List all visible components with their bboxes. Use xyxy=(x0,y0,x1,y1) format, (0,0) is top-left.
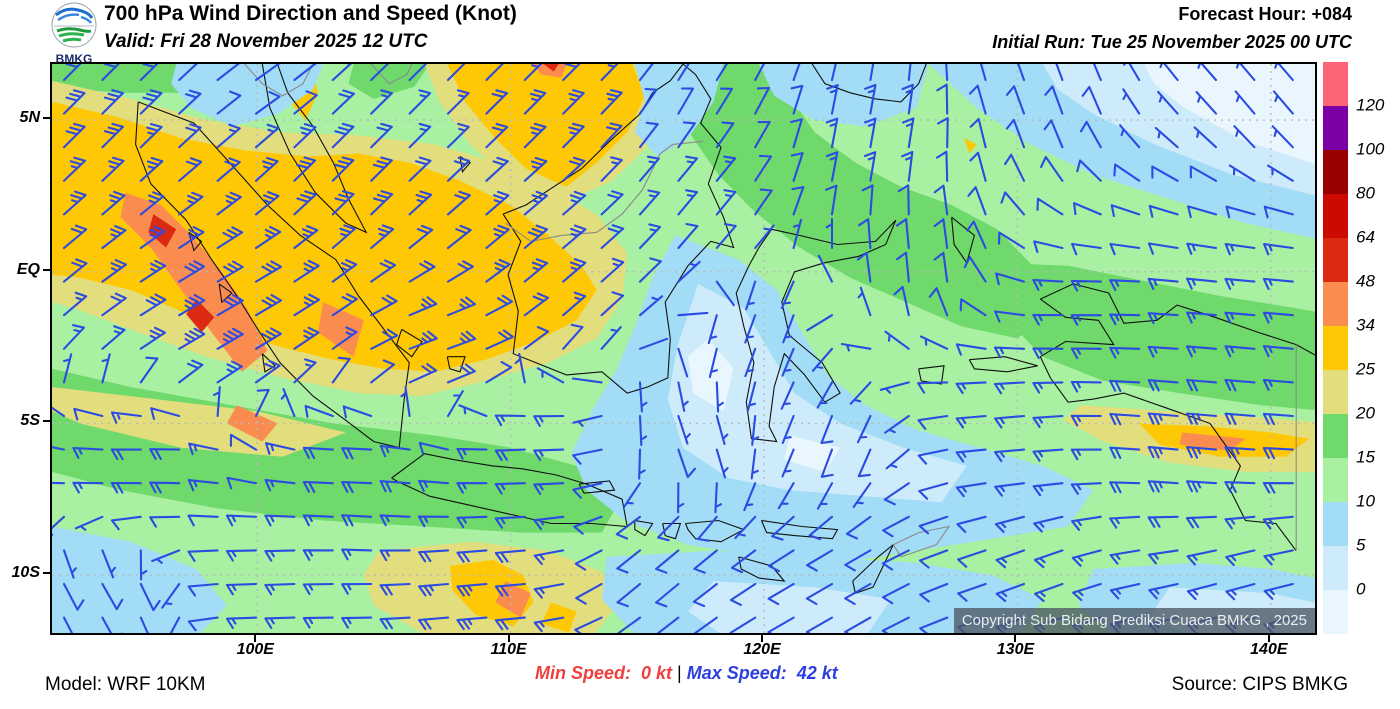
colorbar-block xyxy=(1323,326,1348,370)
lon-tick xyxy=(1014,635,1017,642)
colorbar-label-25: 25 xyxy=(1356,359,1375,379)
colorbar-block xyxy=(1323,282,1348,326)
minmax-separator: | xyxy=(672,663,687,683)
colorbar-label-100: 100 xyxy=(1356,139,1385,159)
lon-label-100E: 100E xyxy=(236,641,274,658)
lon-tick xyxy=(1267,635,1270,642)
lon-tick xyxy=(761,635,764,642)
bmkg-logo: BMKG xyxy=(46,1,102,65)
max-speed-value: 42 kt xyxy=(796,663,838,683)
colorbar-block xyxy=(1323,370,1348,414)
lat-label-5S: 5S xyxy=(20,412,40,430)
lon-label-120E: 120E xyxy=(743,641,781,658)
colorbar-label-80: 80 xyxy=(1356,183,1375,203)
lon-label-110E: 110E xyxy=(490,641,527,658)
lat-label-5N: 5N xyxy=(19,109,40,127)
page-title: 700 hPa Wind Direction and Speed (Knot) xyxy=(104,2,517,25)
forecast-hour-value: +084 xyxy=(1311,4,1352,24)
colorbar-label-20: 20 xyxy=(1356,403,1375,423)
lon-label-140E: 140E xyxy=(1250,641,1288,658)
lon-tick xyxy=(254,635,257,642)
colorbar-block xyxy=(1323,150,1348,194)
lat-label-10S: 10S xyxy=(11,564,40,582)
max-speed-label: Max Speed: xyxy=(686,663,797,683)
lon-label-130E: 130E xyxy=(996,641,1035,658)
colorbar-label-15: 15 xyxy=(1356,447,1375,467)
colorbar-block xyxy=(1323,238,1348,282)
lat-tick xyxy=(43,420,50,423)
lon-tick xyxy=(507,635,510,642)
colorbar-label-0: 0 xyxy=(1356,579,1366,599)
minmax-speed: Min Speed: 0 kt | Max Speed: 42 kt xyxy=(535,663,838,684)
min-speed-value: 0 kt xyxy=(641,663,673,683)
colorbar-label-120: 120 xyxy=(1356,95,1385,115)
colorbar-label-64: 64 xyxy=(1356,227,1375,247)
wind-field-graphic xyxy=(52,64,1315,633)
colorbar-label-48: 48 xyxy=(1356,271,1375,291)
colorbar-label-34: 34 xyxy=(1356,315,1375,335)
min-speed-label: Min Speed: xyxy=(535,663,642,683)
speed-colorbar xyxy=(1323,62,1348,634)
bmkg-logo-icon xyxy=(51,2,97,48)
colorbar-label-10: 10 xyxy=(1356,491,1375,511)
colorbar-block xyxy=(1323,590,1348,634)
lat-label-EQ: EQ xyxy=(16,260,40,278)
colorbar-block xyxy=(1323,194,1348,238)
initial-run: Initial Run: Tue 25 November 2025 00 UTC xyxy=(992,32,1352,52)
source-label: Source: CIPS BMKG xyxy=(1171,674,1348,695)
lat-tick xyxy=(43,572,50,575)
valid-time: Valid: Fri 28 November 2025 12 UTC xyxy=(104,31,428,52)
lat-tick xyxy=(43,268,50,271)
forecast-hour-label: Forecast Hour: xyxy=(1178,4,1312,24)
colorbar-block xyxy=(1323,546,1348,590)
colorbar-label-5: 5 xyxy=(1356,535,1366,555)
model-label: Model: WRF 10KM xyxy=(45,674,206,695)
colorbar-block xyxy=(1323,458,1348,502)
wind-map-canvas: Copyright Sub Bidang Prediksi Cuaca BMKG… xyxy=(50,62,1317,635)
lat-tick xyxy=(43,117,50,120)
forecast-hour: Forecast Hour: +084 xyxy=(1178,4,1352,25)
colorbar-block xyxy=(1323,106,1348,150)
colorbar-block xyxy=(1323,414,1348,458)
colorbar-block xyxy=(1323,502,1348,546)
copyright-watermark: Copyright Sub Bidang Prediksi Cuaca BMKG… xyxy=(953,608,1315,633)
colorbar-block xyxy=(1323,62,1348,106)
